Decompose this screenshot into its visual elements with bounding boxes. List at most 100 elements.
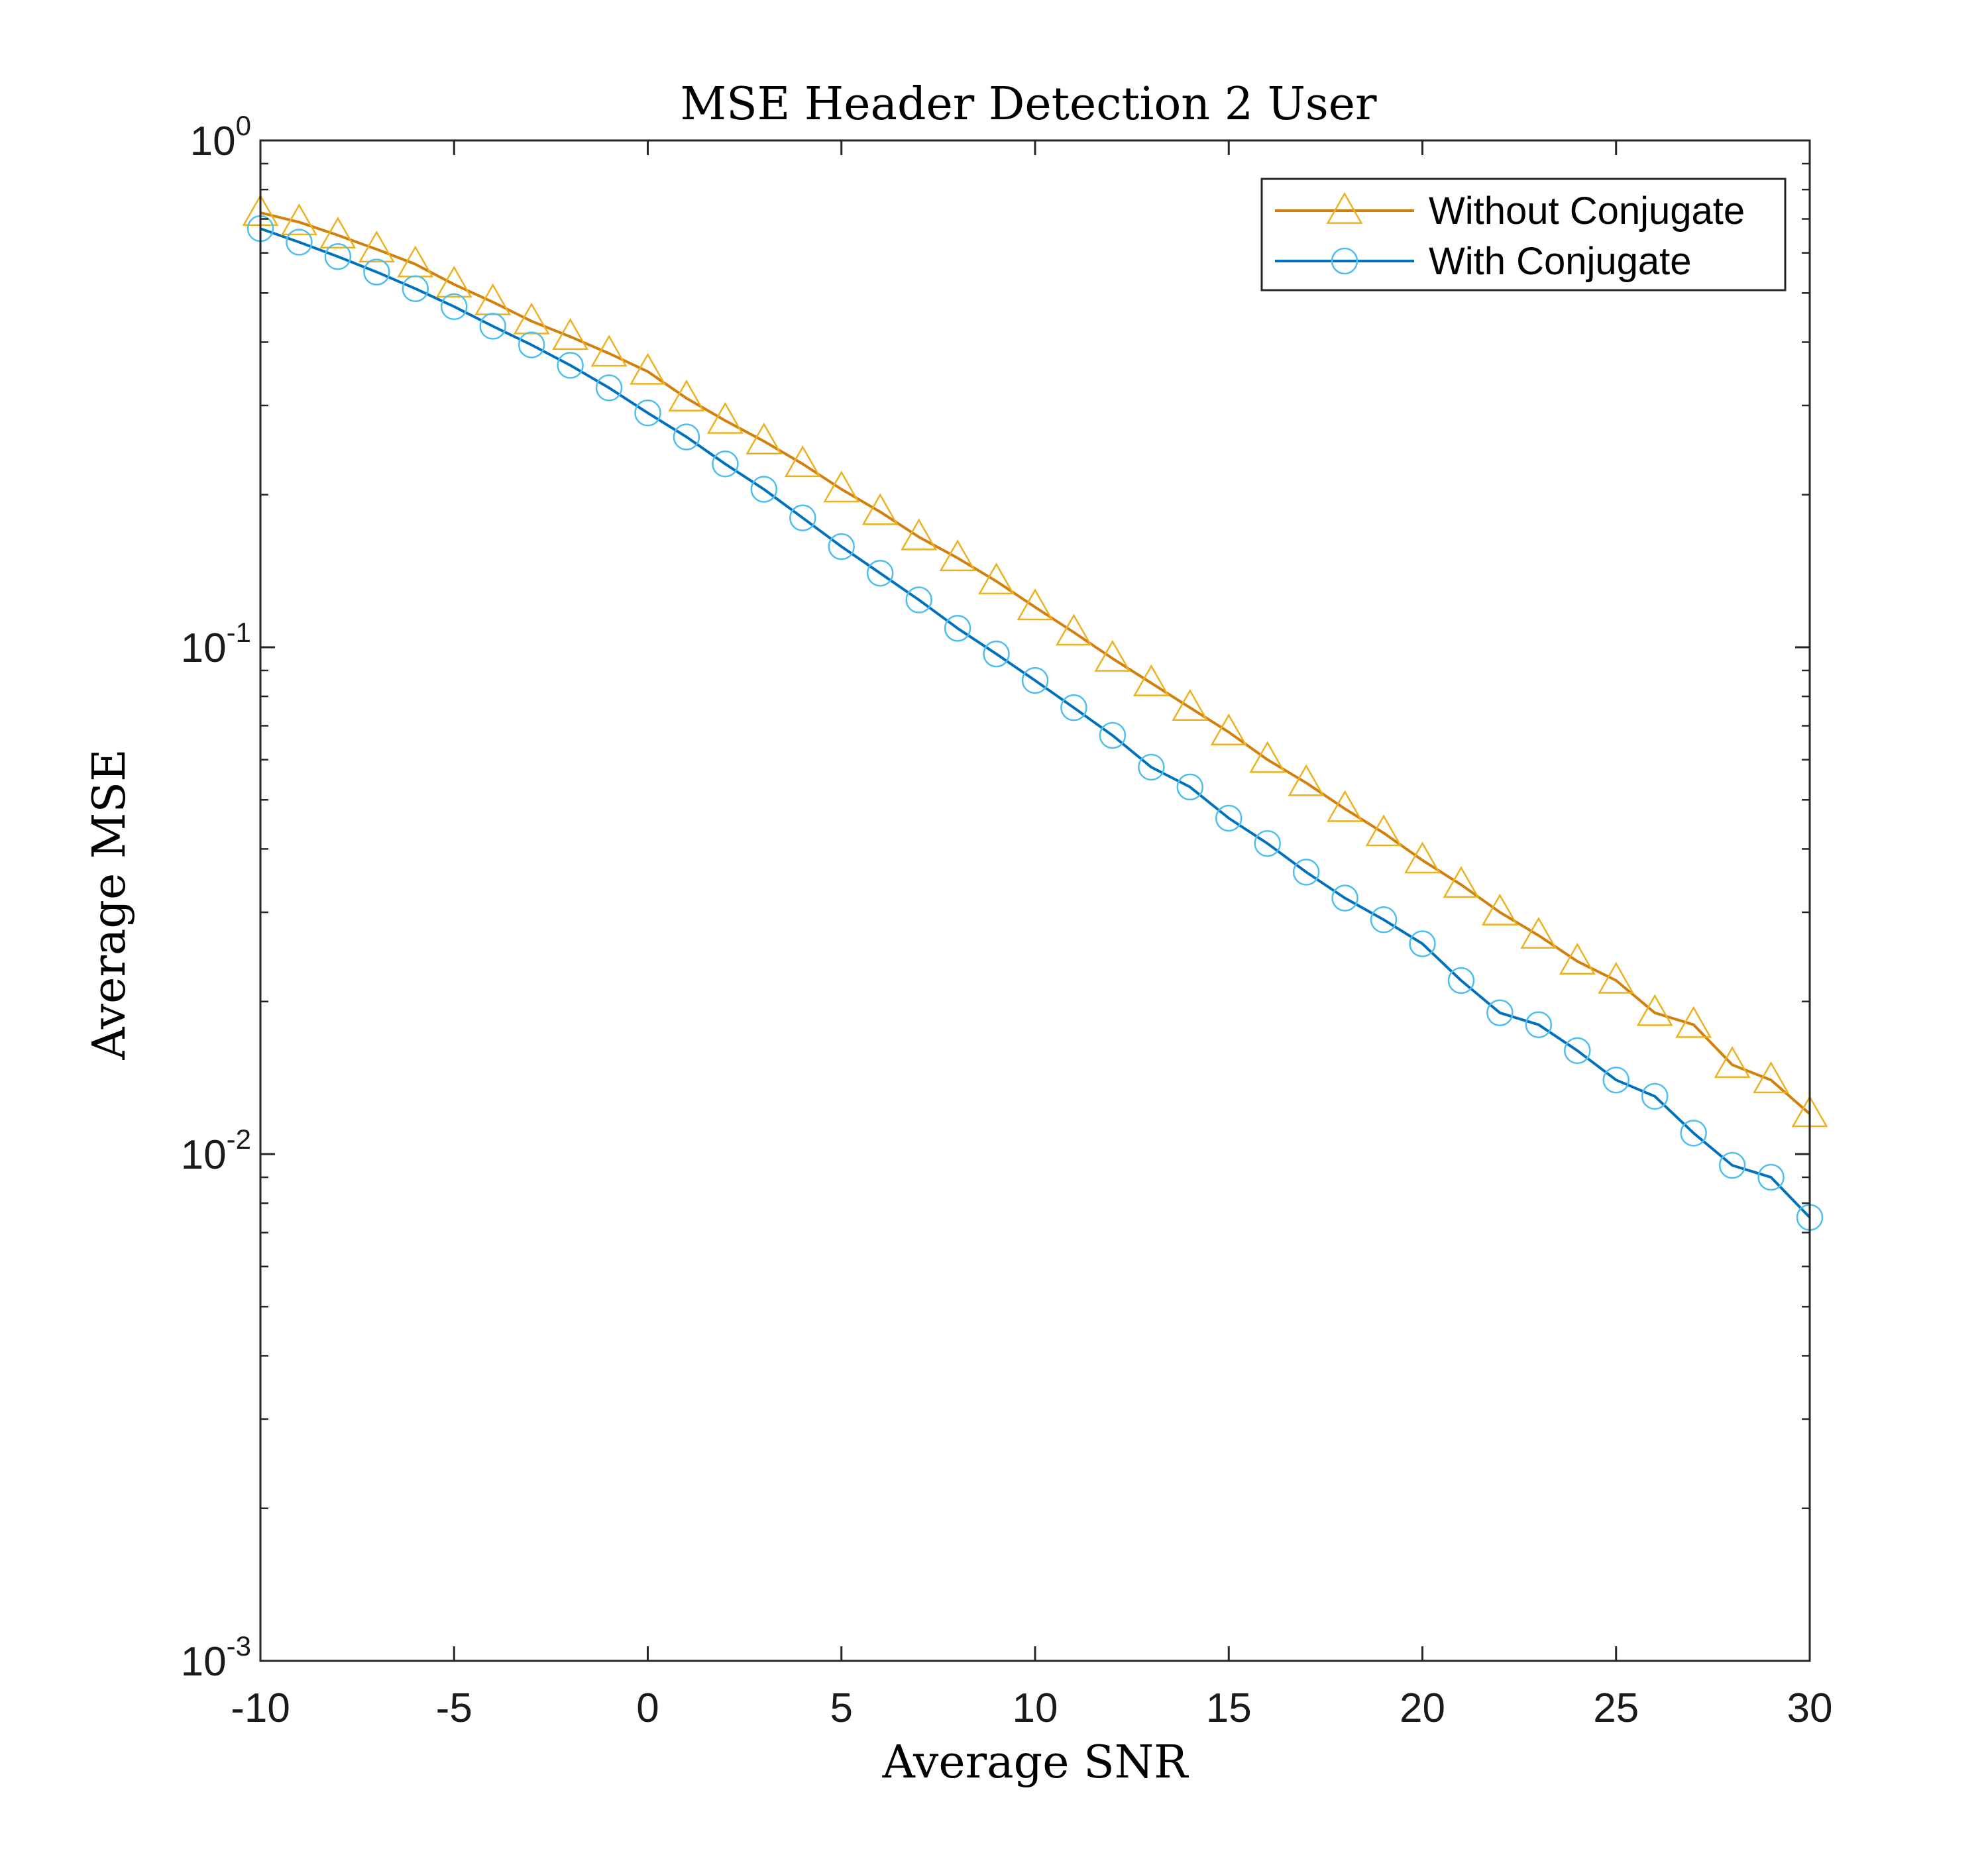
triangle-marker (1172, 688, 1209, 721)
circle-marker (750, 476, 778, 503)
triangle-marker (1365, 814, 1402, 847)
legend-box (1260, 178, 1787, 292)
circle-marker (828, 533, 855, 560)
triangle-marker (1598, 961, 1635, 994)
circle-marker (1254, 829, 1281, 857)
x-axis-label: Average SNR (882, 1736, 1189, 1789)
circle-marker (595, 374, 623, 401)
y-tick-label: 10-3 (181, 1630, 251, 1685)
circle-marker (1292, 859, 1320, 886)
y-tick-exponent: -1 (227, 617, 251, 648)
triangle-marker (319, 216, 357, 249)
triangle-marker (358, 231, 395, 263)
triangle-marker (978, 562, 1015, 595)
circle-marker (402, 275, 429, 302)
circle-marker (944, 615, 971, 642)
circle-marker (1409, 930, 1436, 957)
triangle-marker (1443, 866, 1480, 898)
series-line-1 (260, 211, 1811, 1115)
x-tick-label: 20 (1400, 1685, 1445, 1731)
x-tick-label: 10 (1013, 1685, 1058, 1731)
y-tick-base: 10 (181, 1132, 227, 1178)
triangle-marker (939, 539, 976, 572)
triangle-marker (1753, 1061, 1790, 1094)
circle-marker (1486, 999, 1514, 1027)
triangle-marker (280, 203, 317, 236)
triangle-marker (668, 379, 705, 411)
triangle-marker (1288, 764, 1325, 796)
plot-markers (242, 193, 1828, 1231)
circle-marker (1215, 804, 1242, 832)
circle-marker (557, 352, 584, 379)
legend: Without Conjugate With Conjugate (1260, 178, 1787, 292)
circle-marker (1138, 753, 1165, 781)
y-axis-label: Average MSE (83, 749, 136, 1060)
triangle-marker (861, 493, 899, 525)
triangle-marker (784, 445, 821, 478)
axis-ticks (259, 139, 1811, 1662)
triangle-marker (706, 401, 744, 434)
circle-marker (905, 586, 932, 613)
triangle-marker (1481, 893, 1518, 926)
circle-marker (479, 313, 506, 340)
y-tick-label: 10-1 (181, 617, 251, 671)
circle-marker (1060, 694, 1087, 721)
y-tick-exponent: -3 (227, 1630, 251, 1662)
x-tick-label: -5 (436, 1685, 472, 1731)
series-line-2 (260, 227, 1811, 1218)
triangle-marker (746, 422, 783, 454)
legend-circle-marker (1331, 247, 1358, 275)
chart-title: MSE Header Detection 2 User (680, 78, 1377, 131)
y-tick-base: 10 (190, 119, 236, 164)
triangle-marker (1210, 713, 1247, 746)
triangle-marker (513, 302, 550, 335)
circle-marker (634, 399, 661, 427)
triangle-marker (1132, 664, 1170, 696)
triangle-marker (1249, 741, 1286, 773)
circle-marker (1680, 1120, 1707, 1147)
circle-marker (1370, 906, 1398, 933)
legend-triangle-marker (1326, 191, 1363, 224)
triangle-marker (823, 470, 860, 503)
y-tick-exponent: -2 (227, 1124, 251, 1155)
x-tick-label: 25 (1593, 1685, 1639, 1731)
y-tick-label: 10-2 (181, 1124, 251, 1178)
triangle-marker (1675, 1006, 1712, 1038)
circle-marker (673, 423, 700, 450)
circle-marker (1021, 666, 1049, 694)
circle-marker (1641, 1083, 1669, 1110)
triangle-marker (1094, 639, 1131, 672)
legend-label-1: Without Conjugate (1429, 189, 1745, 233)
circle-marker (1718, 1151, 1746, 1179)
circle-marker (1099, 721, 1127, 749)
plot-lines (260, 211, 1811, 1218)
triangle-marker (552, 318, 589, 350)
triangle-marker (590, 335, 628, 367)
triangle-marker (1520, 916, 1557, 949)
triangle-marker (1017, 588, 1054, 621)
legend-label-2: With Conjugate (1429, 240, 1692, 283)
circle-marker (1757, 1163, 1785, 1191)
x-tick-label: -10 (231, 1685, 290, 1731)
x-tick-label: 15 (1206, 1685, 1252, 1731)
circle-marker (983, 640, 1010, 668)
circle-marker (1176, 773, 1204, 801)
triangle-marker (1327, 790, 1364, 822)
x-tick-labels: -10 -5 0 5 10 15 20 25 30 (231, 1685, 1832, 1731)
circle-marker (789, 504, 816, 531)
circle-marker (1331, 884, 1358, 912)
triangle-marker (1636, 994, 1673, 1026)
circle-marker (866, 559, 894, 587)
triangle-marker (1559, 942, 1596, 975)
triangle-marker (630, 352, 666, 385)
x-tick-label: 0 (636, 1685, 659, 1731)
triangle-marker (1055, 613, 1092, 646)
circle-marker (518, 331, 545, 358)
triangle-marker (1714, 1046, 1751, 1079)
circle-marker (1525, 1011, 1553, 1038)
circle-marker (324, 243, 352, 270)
circle-marker (712, 450, 739, 478)
y-tick-base: 10 (181, 1639, 227, 1685)
